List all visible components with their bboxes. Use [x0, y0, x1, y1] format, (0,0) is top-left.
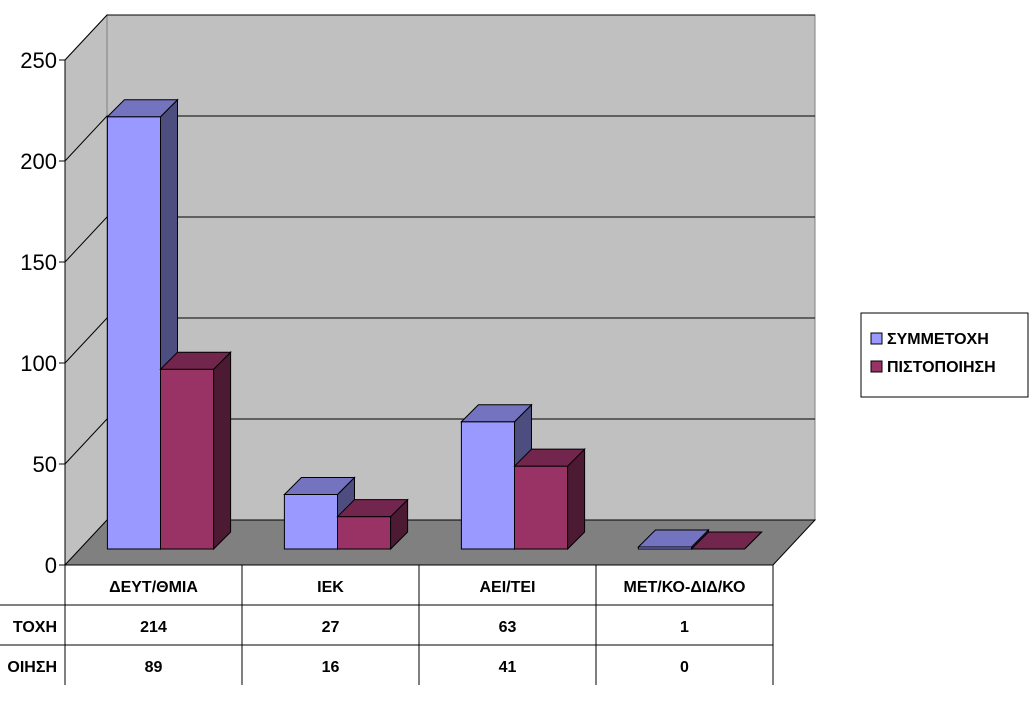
data-label: 63 [499, 619, 517, 636]
data-label: 27 [322, 619, 340, 636]
gridline [64, 14, 815, 61]
table-row-label: ΟΙΗΣΗ [7, 659, 57, 676]
y-tick-label: 250 [20, 48, 57, 73]
bar [460, 403, 533, 551]
bar-front [460, 421, 515, 550]
data-table: ΔΕΥΤ/ΘΜΙΑ ΙΕΚ ΑΕΙ/ΤΕΙ ΜΕΤ/ΚΟ-ΔΙΔ/ΚΟ ΤΟΧΗ 214 2… [0, 564, 774, 685]
bar-side [213, 351, 232, 551]
category-label: ΔΕΥΤ/ΘΜΙΑ [109, 579, 198, 596]
side-wall [64, 13, 108, 567]
data-label: 16 [322, 659, 340, 676]
bar-front [160, 368, 215, 550]
bar-top [513, 448, 586, 467]
legend-entry: ΠΙΣΤΟΠΟΙΗΣΗ [887, 359, 996, 376]
bar-top [159, 351, 232, 370]
gridline [64, 115, 815, 162]
y-axis: 0 50 100 150 200 250 [20, 48, 66, 578]
data-label: 0 [680, 659, 689, 676]
bar-front [514, 465, 569, 550]
bar-top [336, 499, 409, 518]
bar-front [337, 516, 392, 550]
bar-top [460, 404, 533, 423]
legend-entry: ΣΥΜΜΕΤΟΧΗ [887, 331, 989, 348]
category-label: ΜΕΤ/ΚΟ-ΔΙΔ/ΚΟ [624, 579, 746, 596]
bar-top [283, 476, 356, 495]
bars [106, 98, 763, 551]
y-tick-label: 100 [20, 351, 57, 376]
legend-box [860, 312, 1029, 398]
table-row-label: ΤΟΧΗ [13, 619, 57, 636]
bar-top [637, 529, 710, 548]
bar [690, 531, 763, 550]
data-label: 89 [145, 659, 163, 676]
y-tick-label: 50 [33, 452, 57, 477]
bar [159, 351, 232, 551]
data-label: 41 [499, 659, 517, 676]
legend: ΣΥΜΜΕΤΟΧΗ ΠΙΣΤΟΠΟΙΗΣΗ [860, 312, 1029, 398]
y-tick-label: 150 [20, 250, 57, 275]
data-label: 1 [680, 619, 689, 636]
category-label: ΑΕΙ/ΤΕΙ [479, 579, 535, 596]
legend-swatch [870, 360, 883, 373]
bar-top [690, 531, 763, 550]
bar-front [283, 493, 338, 550]
y-tick-label: 0 [45, 553, 57, 578]
legend-swatch [870, 332, 883, 345]
bar [336, 498, 409, 551]
category-label: ΙΕΚ [317, 579, 344, 596]
bar [513, 447, 586, 551]
bar-top [106, 99, 179, 118]
bar-front [106, 116, 161, 550]
y-tick-label: 200 [20, 149, 57, 174]
data-label: 214 [140, 619, 167, 636]
